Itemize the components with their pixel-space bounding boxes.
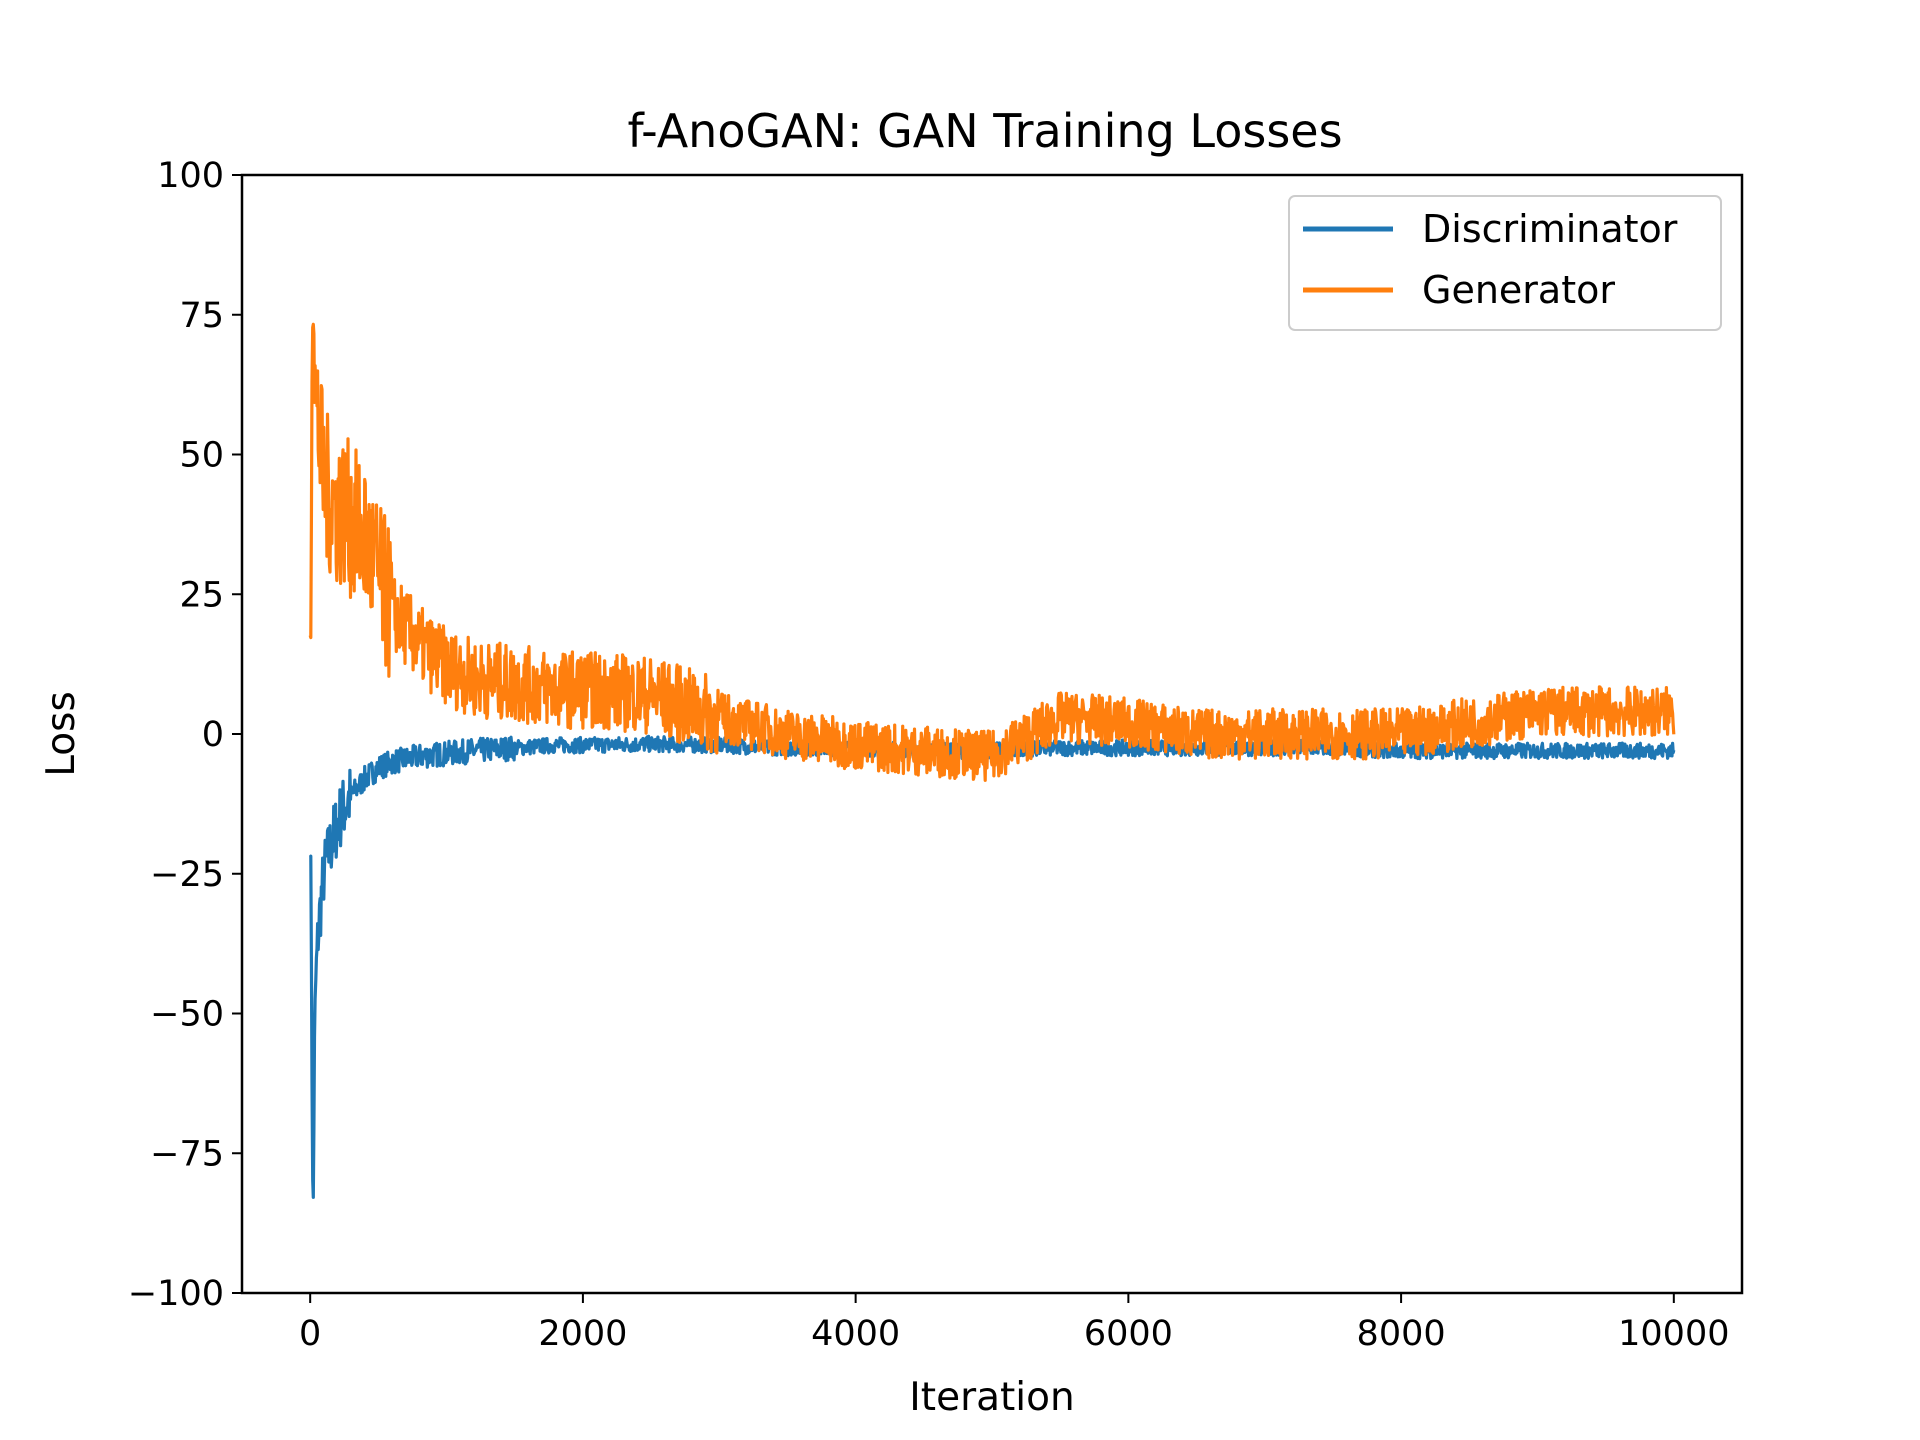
y-tick-label: −100	[128, 1274, 224, 1314]
plot-frame	[240, 173, 1744, 1295]
legend-frame	[1288, 195, 1722, 331]
x-tick-label: 0	[299, 1314, 321, 1354]
chart-title: f-AnoGAN: GAN Training Losses	[627, 104, 1342, 158]
y-tick-label: 75	[179, 296, 224, 336]
y-tick-label: −75	[150, 1134, 224, 1174]
y-axis: 100 75 50 25 0 −25 −50 −75 −100	[128, 156, 242, 1314]
x-tick-label: 2000	[538, 1314, 627, 1354]
x-tick-label: 8000	[1357, 1314, 1446, 1354]
x-tick-label: 6000	[1084, 1314, 1173, 1354]
series-line-generator	[308, 322, 1676, 782]
x-tick-label: 10000	[1618, 1314, 1729, 1354]
x-tick-label: 4000	[811, 1314, 900, 1354]
legend-label-generator: Generator	[1422, 268, 1615, 312]
y-tick-label: 50	[179, 436, 224, 476]
y-tick-label: 100	[157, 156, 224, 196]
x-axis-title: Iteration	[909, 1375, 1074, 1420]
y-tick-label: 25	[179, 575, 224, 615]
y-tick-label: 0	[202, 715, 224, 755]
x-axis: 0 2000 4000 6000 8000 10000	[299, 1293, 1729, 1354]
legend-label-discriminator: Discriminator	[1422, 207, 1678, 251]
y-axis-title: Loss	[39, 691, 84, 777]
legend: Discriminator Generator	[1288, 195, 1722, 331]
plot-area	[308, 322, 1676, 1199]
y-tick-label: −25	[150, 855, 224, 895]
y-tick-label: −50	[150, 995, 224, 1035]
series-line-discriminator	[308, 734, 1676, 1199]
